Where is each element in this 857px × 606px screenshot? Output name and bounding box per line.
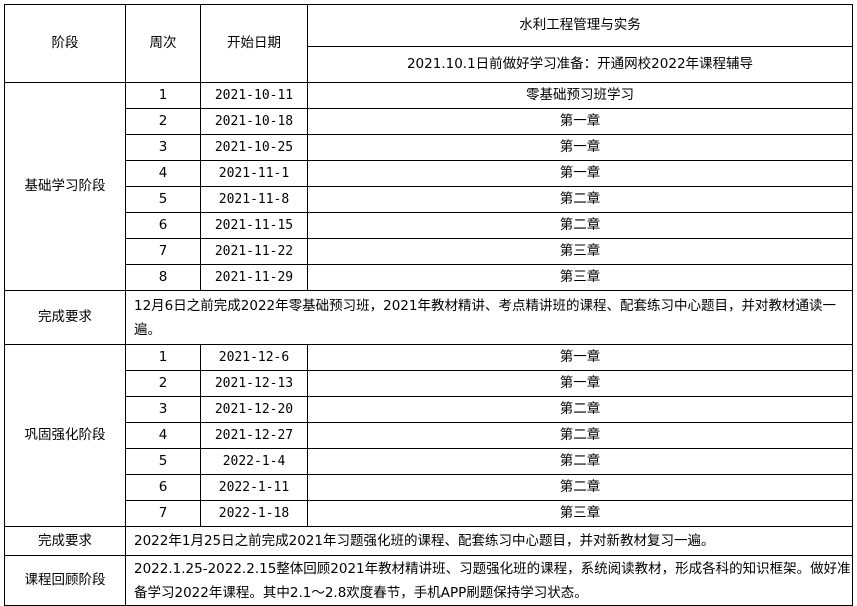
requirement-text: 2022年1月25日之前完成2021年习题强化班的课程、配套练习中心题目，并对新…	[125, 526, 853, 556]
content-cell: 第二章	[307, 396, 853, 423]
date-cell: 2022-1-4	[200, 448, 308, 475]
table-row: 基础学习阶段 1 2021-10-11 零基础预习班学习	[4, 82, 853, 291]
content-cell: 第一章	[307, 134, 853, 161]
review-row: 课程回顾阶段 2022.1.25-2022.2.15整体回顾2021年教材精讲班、…	[4, 555, 853, 606]
content-cell: 第三章	[307, 500, 853, 527]
week-cell: 1	[125, 344, 201, 371]
table-row: 2 2021-10-18 第一章	[5, 108, 853, 135]
content-cell: 零基础预习班学习	[307, 82, 853, 109]
review-text: 2022.1.25-2022.2.15整体回顾2021年教材精讲班、习题强化班的…	[125, 555, 853, 606]
content-cell: 第二章	[307, 448, 853, 475]
table-row: 4 2021-11-1 第一章	[5, 160, 853, 187]
date-cell: 2021-11-15	[200, 212, 308, 239]
content-cell: 第二章	[307, 186, 853, 213]
header-stage: 阶段	[4, 4, 126, 83]
date-cell: 2021-12-20	[200, 396, 308, 423]
table-row: 5 2021-11-8 第二章	[5, 186, 853, 213]
week-cell: 8	[125, 264, 201, 291]
date-cell: 2021-11-29	[200, 264, 308, 291]
table-row: 3 2021-12-20 第二章	[5, 396, 853, 423]
week-cell: 3	[125, 396, 201, 423]
week-cell: 3	[125, 134, 201, 161]
date-cell: 2021-11-22	[200, 238, 308, 265]
table-row: 7 2022-1-18 第三章	[5, 500, 853, 527]
date-cell: 2021-12-6	[200, 344, 308, 371]
table-row: 巩固强化阶段 1 2021-12-6 第一章	[4, 344, 853, 527]
header-start-date: 开始日期	[200, 4, 308, 83]
week-cell: 2	[125, 108, 201, 135]
table-row: 5 2022-1-4 第二章	[5, 448, 853, 475]
table-row: 7 2021-11-22 第三章	[5, 238, 853, 265]
study-schedule-table: 阶段 周次 开始日期 水利工程管理与实务 2021.10.1日前做好学习准备：开…	[4, 4, 853, 606]
requirement-row: 完成要求 2022年1月25日之前完成2021年习题强化班的课程、配套练习中心题目…	[4, 526, 853, 556]
table-row: 6 2021-11-15 第二章	[5, 212, 853, 239]
content-cell: 第二章	[307, 422, 853, 449]
stage-label: 基础学习阶段	[4, 82, 126, 291]
date-cell: 2021-10-18	[200, 108, 308, 135]
content-cell: 第一章	[307, 160, 853, 187]
week-cell: 7	[125, 500, 201, 527]
table-row: 4 2021-12-27 第二章	[5, 422, 853, 449]
content-cell: 第二章	[307, 474, 853, 501]
week-cell: 4	[125, 422, 201, 449]
date-cell: 2021-10-11	[200, 82, 308, 109]
requirement-label: 完成要求	[4, 526, 126, 556]
date-cell: 2021-12-13	[200, 370, 308, 397]
week-cell: 1	[125, 82, 201, 109]
content-cell: 第一章	[307, 370, 853, 397]
date-cell: 2022-1-11	[200, 474, 308, 501]
week-cell: 6	[125, 212, 201, 239]
table-row: 6 2022-1-11 第二章	[5, 474, 853, 501]
content-cell: 第一章	[307, 108, 853, 135]
date-cell: 2021-11-1	[200, 160, 308, 187]
week-cell: 4	[125, 160, 201, 187]
content-cell: 第一章	[307, 344, 853, 371]
date-cell: 2021-11-8	[200, 186, 308, 213]
week-cell: 7	[125, 238, 201, 265]
header-note: 2021.10.1日前做好学习准备：开通网校2022年课程辅导	[307, 46, 853, 83]
requirement-row: 完成要求 12月6日之前完成2022年零基础预习班，2021年教材精讲、考点精讲班…	[4, 290, 853, 345]
review-stage-label: 课程回顾阶段	[4, 555, 126, 606]
date-cell: 2022-1-18	[200, 500, 308, 527]
content-cell: 第三章	[307, 264, 853, 291]
table-row: 8 2021-11-29 第三章	[5, 264, 853, 291]
week-cell: 2	[125, 370, 201, 397]
stage-label: 巩固强化阶段	[4, 344, 126, 527]
table-row: 3 2021-10-25 第一章	[5, 134, 853, 161]
date-cell: 2021-10-25	[200, 134, 308, 161]
week-cell: 6	[125, 474, 201, 501]
header-subject: 水利工程管理与实务	[307, 4, 853, 47]
requirement-text: 12月6日之前完成2022年零基础预习班，2021年教材精讲、考点精讲班的课程、…	[125, 290, 853, 345]
header-week: 周次	[125, 4, 201, 83]
date-cell: 2021-12-27	[200, 422, 308, 449]
table-row: 2 2021-12-13 第一章	[5, 370, 853, 397]
content-cell: 第二章	[307, 212, 853, 239]
week-cell: 5	[125, 186, 201, 213]
week-cell: 5	[125, 448, 201, 475]
content-cell: 第三章	[307, 238, 853, 265]
requirement-label: 完成要求	[4, 290, 126, 345]
